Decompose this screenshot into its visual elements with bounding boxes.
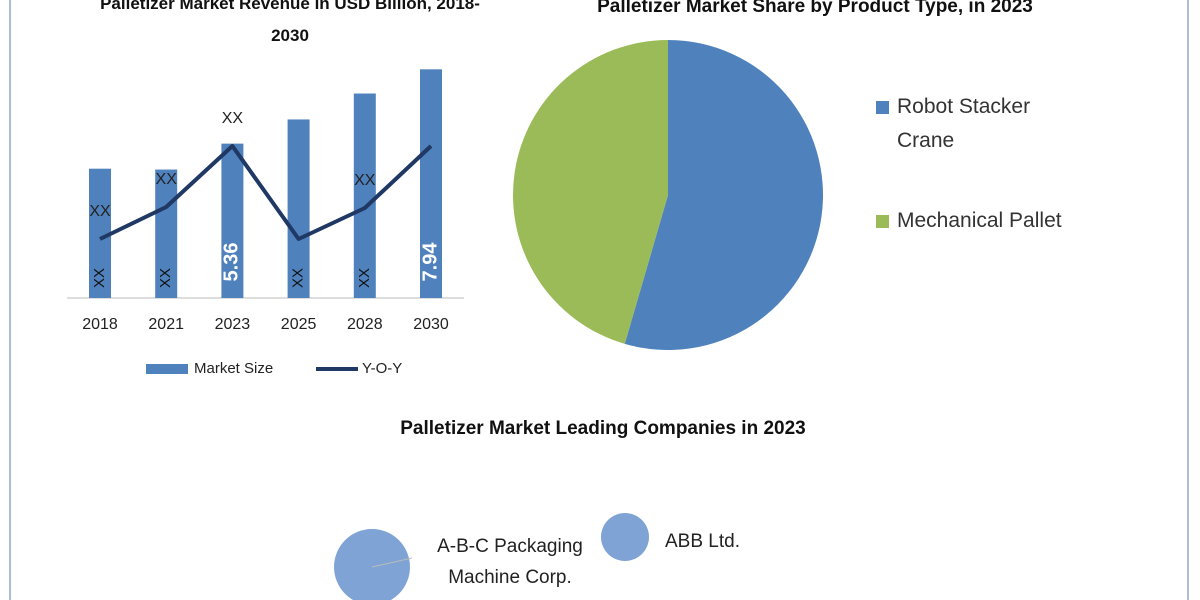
legend-label: Mechanical Pallet xyxy=(897,209,1062,232)
legend-swatch xyxy=(876,215,889,228)
bubble-label: A-B-C Packaging Machine Corp. xyxy=(437,536,583,588)
pie-slice xyxy=(512,40,668,344)
x-tick-label: 2025 xyxy=(281,316,317,333)
legend-label: Y-O-Y xyxy=(362,360,402,377)
bar xyxy=(420,69,442,298)
chart-title: Palletizer Market Revenue in USD Billion… xyxy=(100,0,480,45)
bubble xyxy=(601,513,649,561)
x-tick-label: 2030 xyxy=(413,316,449,333)
bar-value-label: 7.94 xyxy=(419,242,441,282)
leader-line xyxy=(371,557,413,568)
line-value-label: XX xyxy=(89,203,111,220)
pie-slice xyxy=(624,40,823,350)
line xyxy=(99,144,433,241)
bar xyxy=(221,143,244,298)
legend-label: Market Size xyxy=(194,360,273,377)
bar xyxy=(287,119,310,298)
legend-swatch xyxy=(876,101,889,114)
chart-title: Palletizer Market Leading Companies in 2… xyxy=(400,418,806,439)
line-value-label: XX xyxy=(222,110,244,127)
bar-value-label: XX xyxy=(91,268,108,288)
x-tick-label: 2021 xyxy=(148,316,184,333)
bubble-label: ABB Ltd. xyxy=(665,531,740,552)
legend-swatch xyxy=(146,364,188,374)
bar xyxy=(353,93,376,299)
x-tick-label: 2028 xyxy=(347,316,383,333)
x-tick-label: 2023 xyxy=(215,316,251,333)
bar-value-label: XX xyxy=(157,268,174,288)
bar xyxy=(89,168,111,298)
legend-label: Robot Stacker Crane xyxy=(897,95,1031,152)
bar-value-label: XX xyxy=(290,268,307,288)
frame xyxy=(9,0,1189,600)
bar-value-label: XX xyxy=(356,268,373,288)
x-tick-label: 2018 xyxy=(82,316,118,333)
chart-title: Palletizer Market Share by Product Type,… xyxy=(597,0,1033,17)
bubble xyxy=(334,529,410,600)
line-value-label: XX xyxy=(156,171,178,188)
bar-value-label: 5.36 xyxy=(221,243,243,282)
line-value-label: XX xyxy=(354,172,376,189)
